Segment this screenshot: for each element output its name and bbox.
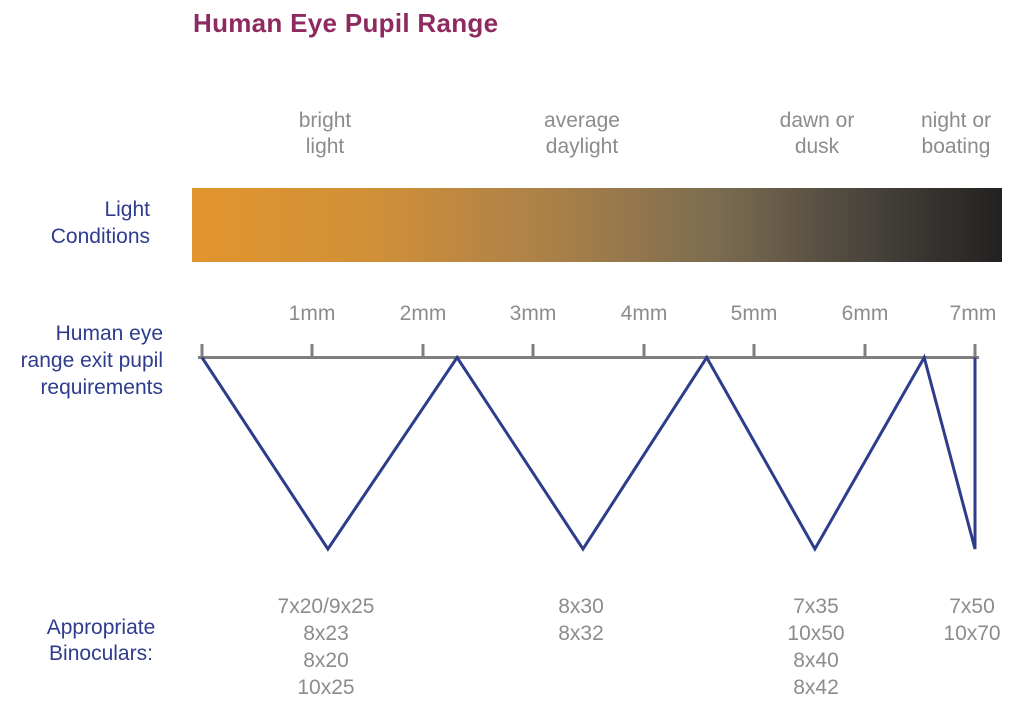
axis-tick (642, 344, 646, 357)
axis-tick-label-7mm: 7mm (949, 302, 997, 325)
binocular-group-4: 7x50 10x70 (943, 593, 1000, 647)
condition-label-bright-light: bright light (299, 108, 352, 160)
binocular-model: 7x35 (793, 595, 839, 618)
light-conditions-row-label: Light Conditions (0, 196, 150, 250)
axis-tick (531, 344, 535, 357)
condition-label-line: night or (920, 109, 992, 132)
binocular-model: 8x23 (303, 622, 349, 645)
binocular-model: 8x20 (303, 649, 349, 672)
binocular-group-2: 8x30 8x32 (558, 593, 604, 647)
binocular-model: 10x70 (943, 622, 1001, 645)
light-conditions-row-label-line: Conditions (50, 225, 150, 248)
exit-pupil-axis (198, 356, 979, 359)
binoculars-row-label: Appropriate Binoculars: (18, 615, 184, 667)
axis-tick (752, 344, 756, 357)
condition-label-average-daylight: average daylight (544, 108, 620, 160)
condition-label-line: average (544, 109, 620, 132)
axis-tick (863, 344, 867, 357)
axis-tick (200, 344, 204, 357)
axis-tick-label-5mm: 5mm (730, 302, 778, 325)
binocular-model: 7x50 (949, 595, 995, 618)
condition-label-line: light (305, 135, 345, 158)
binocular-model: 8x40 (793, 649, 839, 672)
condition-label-night-or-boating: night or boating (921, 108, 991, 160)
axis-tick-label-6mm: 6mm (841, 302, 889, 325)
binocular-model: 8x42 (793, 676, 839, 699)
condition-label-line: dawn or (779, 109, 855, 132)
condition-label-line: bright (298, 109, 352, 132)
binocular-model: 10x25 (297, 676, 355, 699)
condition-label-line: daylight (545, 135, 619, 158)
exit-pupil-row-label-line: Human eye (55, 322, 163, 345)
binocular-model: 8x32 (558, 622, 604, 645)
binocular-group-3: 7x35 10x50 8x40 8x42 (787, 593, 844, 701)
diagram-title: Human Eye Pupil Range (193, 8, 499, 38)
binoculars-row-label-line: Binoculars: (49, 642, 153, 665)
axis-tick (310, 344, 314, 357)
light-gradient-bar (192, 188, 1002, 262)
condition-label-dawn-or-dusk: dawn or dusk (780, 108, 855, 160)
binocular-group-1: 7x20/9x25 8x23 8x20 10x25 (278, 593, 375, 701)
binocular-model: 7x20/9x25 (277, 595, 375, 618)
pupil-range-line (200, 353, 977, 553)
exit-pupil-row-label: Human eye range exit pupil requirements (0, 320, 163, 401)
axis-tick-label-3mm: 3mm (509, 302, 557, 325)
axis-tick-label-4mm: 4mm (620, 302, 668, 325)
axis-tick-label-1mm: 1mm (288, 302, 336, 325)
light-conditions-row-label-line: Light (104, 198, 150, 221)
binocular-model: 8x30 (558, 595, 604, 618)
condition-label-line: dusk (794, 135, 840, 158)
axis-tick (421, 344, 425, 357)
exit-pupil-row-label-line: requirements (40, 376, 163, 399)
axis-tick-label-2mm: 2mm (399, 302, 447, 325)
binocular-model: 10x50 (787, 622, 845, 645)
exit-pupil-row-label-line: range exit pupil (20, 349, 163, 372)
binoculars-row-label-line: Appropriate (46, 616, 156, 639)
condition-label-line: boating (921, 135, 991, 158)
axis-tick (973, 344, 977, 357)
